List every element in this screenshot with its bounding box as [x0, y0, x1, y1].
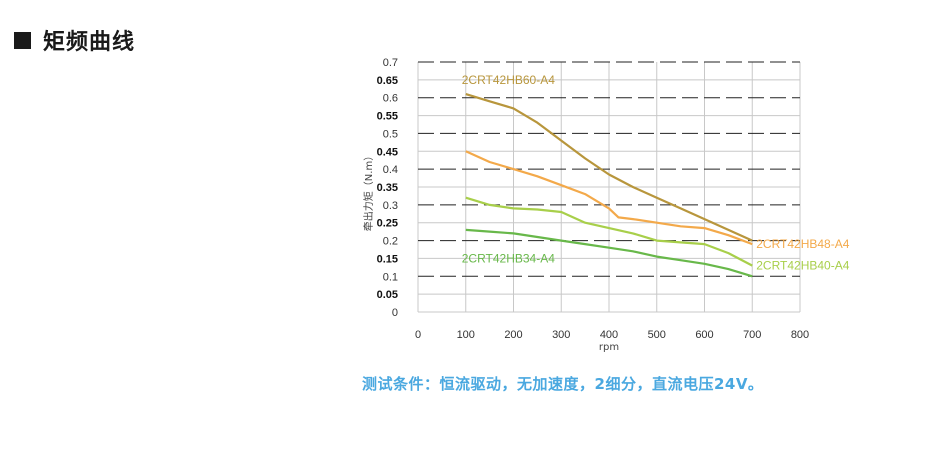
series-line — [465, 196, 753, 267]
x-tick-label: 700 — [743, 329, 761, 341]
series-line — [465, 93, 753, 242]
y-axis-label: 牵出力矩（N.m） — [362, 151, 375, 231]
y-tick-label: 0.35 — [377, 182, 398, 194]
x-tick-label: 100 — [457, 329, 475, 341]
x-tick-label: 800 — [791, 329, 809, 341]
x-tick-label: 300 — [552, 329, 570, 341]
y-tick-label: 0.7 — [383, 57, 398, 69]
x-axis-label: rpm — [599, 342, 619, 353]
y-tick-label: 0.55 — [377, 111, 398, 123]
series-label: 2CRT42HB34-A4 — [462, 251, 555, 265]
section-title: 矩频曲线 — [43, 30, 136, 55]
y-tick-label: 0.4 — [383, 164, 398, 176]
section-heading: 矩频曲线 — [14, 24, 135, 56]
x-tick-label: 0 — [415, 329, 421, 341]
test-conditions-note: 测试条件：恒流驱动，无加速度，2细分，直流电压24V。 — [362, 375, 764, 393]
x-tick-label: 500 — [648, 329, 666, 341]
x-tick-label: 600 — [695, 329, 713, 341]
series-label: 2CRT42HB40-A4 — [756, 259, 849, 273]
y-tick-label: 0.2 — [383, 236, 398, 248]
y-tick-label: 0.65 — [377, 75, 398, 87]
y-tick-label: 0.1 — [383, 271, 398, 283]
y-tick-label: 0.3 — [383, 200, 398, 212]
x-tick-label: 400 — [600, 329, 618, 341]
y-tick-label: 0.45 — [377, 146, 398, 158]
y-tick-label: 0.05 — [377, 289, 398, 301]
y-tick-label: 0.15 — [377, 253, 398, 265]
x-tick-label: 200 — [504, 329, 522, 341]
y-tick-label: 0 — [392, 307, 398, 319]
series-label: 2CRT42HB48-A4 — [756, 237, 849, 251]
series-line — [465, 228, 753, 278]
y-tick-label: 0.6 — [383, 93, 398, 105]
series-label: 2CRT42HB60-A4 — [462, 73, 555, 87]
series-line — [465, 150, 753, 246]
y-tick-label: 0.5 — [383, 128, 398, 140]
square-bullet-icon — [14, 31, 31, 49]
y-tick-label: 0.25 — [377, 218, 398, 230]
